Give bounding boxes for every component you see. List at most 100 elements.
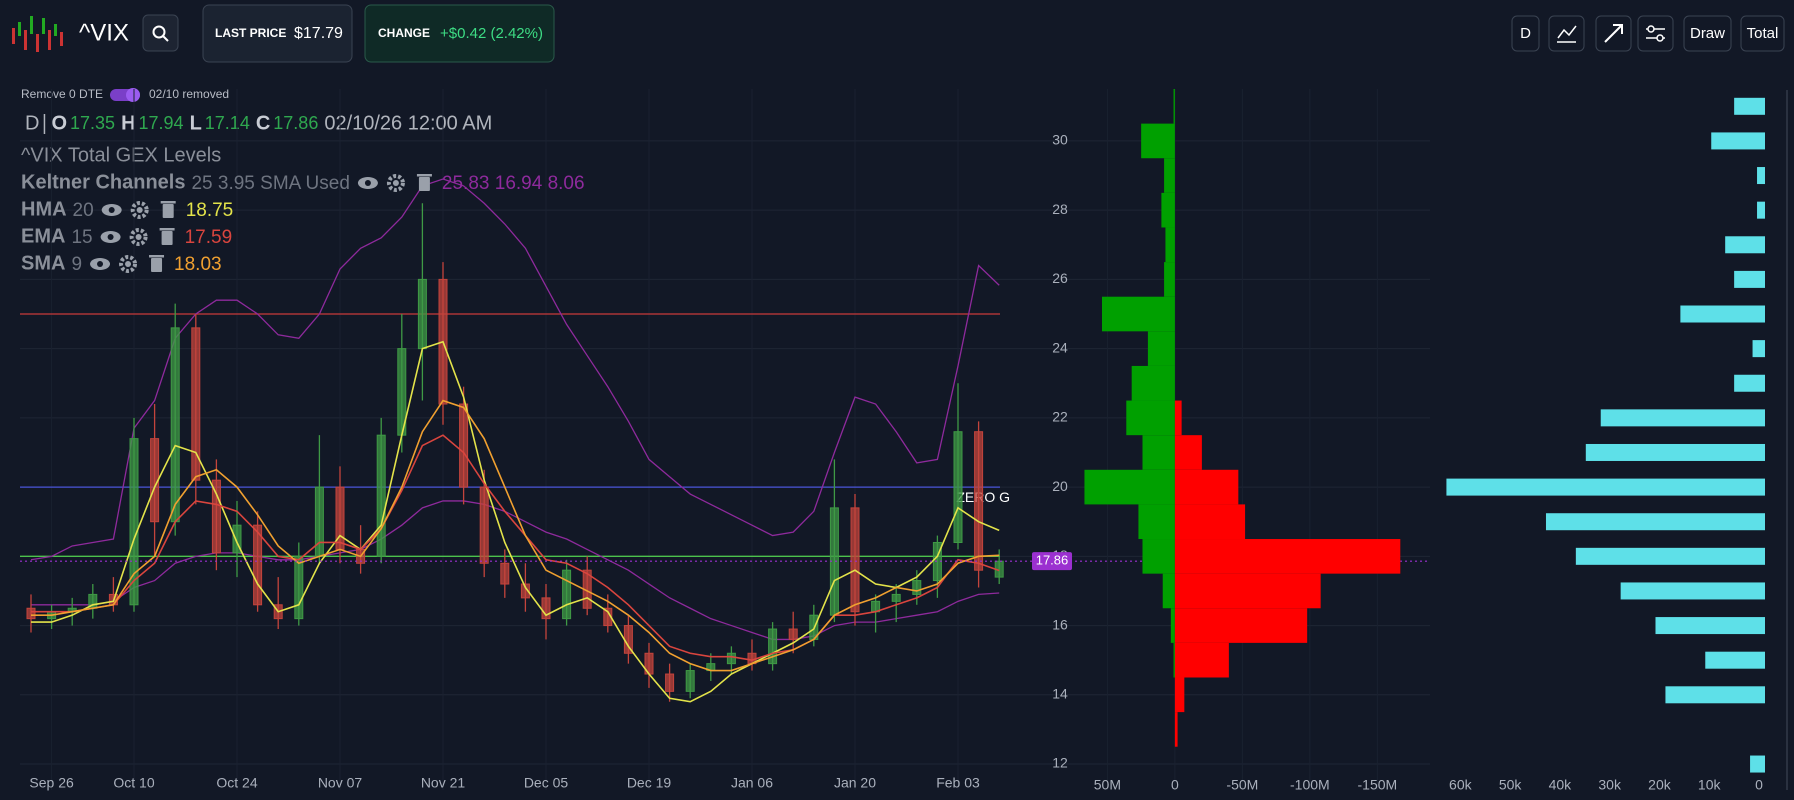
indicators-button[interactable] [1548,15,1585,52]
change: +$0.42 (2.42%) [440,25,543,42]
draw-button[interactable]: Draw [1683,15,1732,52]
eye-pupil [97,261,104,267]
candle-body [211,479,221,554]
y-tick-label: 24 [1052,339,1068,355]
oi-bar [1655,617,1765,635]
button-label: Total [1747,25,1779,42]
oi-bar [1734,270,1765,288]
gear-hub [125,261,132,267]
ohlc-text: 17.35 [70,113,115,133]
button-frame[interactable] [1683,15,1732,52]
button-frame[interactable] [1637,15,1674,52]
x-tick-label: Jan 20 [834,775,876,791]
trash-lid [160,201,176,204]
gex-bar [1164,262,1175,297]
candle-body [912,580,922,595]
oi-bar [1575,547,1765,565]
last-price-label: LAST PRICE [215,26,286,40]
ohlc-text: 02/10/26 12:00 AM [324,112,492,134]
ohlc-text: L [190,112,202,134]
legend-params: 25 3.95 SMA Used [191,173,349,194]
last-price-box [202,4,353,63]
x-tick-label: 0 [1755,777,1763,793]
x-tick-label: Nov 07 [318,775,363,791]
legend-value: 18.75 [186,200,234,221]
candle-body [685,670,695,692]
gear-hub [135,234,142,240]
eye-pupil [108,207,115,213]
gear-hub [392,180,399,186]
search-button[interactable] [142,14,179,52]
eye-pupil [107,234,114,240]
search-icon [162,35,169,42]
logo-bar [60,32,63,46]
x-tick-label: 10k [1698,777,1722,793]
legend-name: SMA [21,252,65,274]
logo [12,16,63,52]
icon [1613,24,1623,34]
oi-bar [1757,201,1765,219]
legend-params: 20 [73,200,94,221]
x-tick-label: Dec 19 [627,775,672,791]
legend-value: 25.83 16.94 8.06 [442,173,585,194]
oi-bar [1750,755,1765,773]
button-label: Draw [1690,25,1725,42]
oi-bar [1725,236,1765,254]
draw-arrow-button[interactable] [1595,15,1632,52]
oi-bar [1705,651,1765,669]
gex-bar [1174,504,1246,540]
settings-button[interactable] [1637,15,1674,52]
x-tick-label: 50M [1094,777,1121,793]
candle-body [232,524,242,554]
button-frame[interactable] [1740,15,1785,52]
ohlc-text: 17.86 [273,113,318,133]
x-tick-label: Sep 26 [29,775,74,791]
trash-lid [416,174,432,177]
x-tick-label: Oct 10 [113,775,154,791]
gex-bar [1174,642,1229,678]
x-tick-label: 0 [1171,777,1179,793]
search-button-frame[interactable] [142,14,179,52]
legend-value: 18.03 [174,254,222,275]
x-tick-label: 40k [1549,777,1573,793]
interval-button[interactable]: D [1511,15,1540,52]
candle-body [788,628,798,640]
legend-value: 17.59 [185,227,233,248]
gex-bar [1126,400,1175,436]
gear-hub [136,207,143,213]
gex-bar [1162,573,1175,609]
candle-body [891,593,901,602]
indicator-line [31,399,1000,672]
toggle-label: Remove 0 DTE [21,87,103,101]
gex-bar [1174,608,1308,643]
oi-bar [1734,374,1765,392]
icon [1647,25,1655,33]
toggle-switch[interactable] [110,88,140,102]
icon [1604,24,1623,43]
legend-icons [90,255,165,273]
indicator-line [30,178,1000,561]
gex-bar [1173,89,1175,124]
gear-icon [130,201,149,219]
candle-body [520,583,530,599]
legend-name: Keltner Channels [21,171,185,193]
legend-params: 15 [71,227,92,248]
symbol: ^VIX [79,19,129,46]
trash-icon [418,177,430,191]
y-tick-label: 28 [1052,201,1068,217]
x-tick-label: 30k [1598,777,1622,793]
candle-body [376,434,386,557]
toggle-knob [126,88,140,102]
gex-bar [1161,192,1175,228]
candle-body [479,486,489,564]
button-label: D [1520,25,1531,42]
ohlc-text: D [25,112,39,134]
eye-pupil [364,180,371,186]
level-label: ZERO G [956,489,1010,505]
candle-body [768,628,778,665]
total-button[interactable]: Total [1740,15,1785,52]
oi-bar [1620,582,1765,600]
button-frame[interactable] [1511,15,1540,52]
gex-bar [1142,539,1175,574]
